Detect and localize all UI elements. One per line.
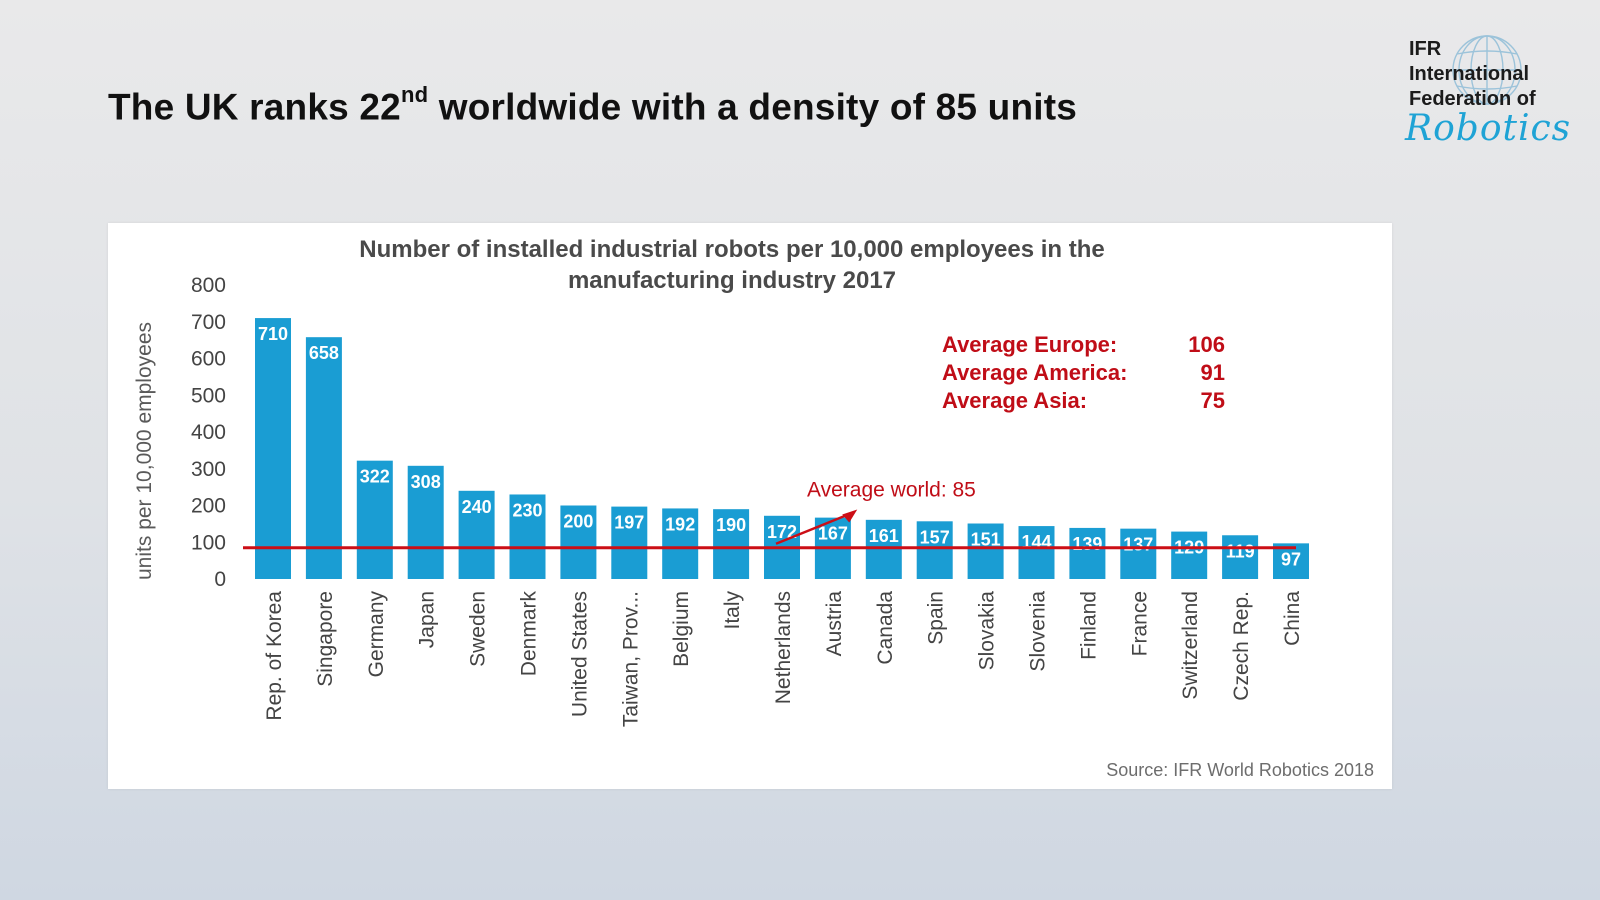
x-tick-label: Germany: [365, 591, 388, 678]
bar: [611, 506, 648, 579]
bar: [560, 505, 597, 579]
x-tick-label: Austria: [823, 591, 846, 657]
bar: [1273, 543, 1309, 579]
logo-line-international: International: [1409, 63, 1530, 85]
bar-value-label: 322: [360, 467, 390, 487]
bar: [1171, 531, 1208, 579]
bar: [713, 509, 750, 579]
chart-title-line-1: Number of installed industrial robots pe…: [359, 236, 1105, 263]
bar-value-label: 308: [411, 472, 441, 492]
title-superscript: nd: [400, 82, 429, 107]
bar-value-label: 137: [1123, 535, 1153, 555]
bar: [305, 337, 342, 579]
y-tick-label: 500: [191, 384, 226, 407]
annotation-arrow-line: [775, 511, 854, 545]
average-value: 91: [1201, 360, 1225, 385]
x-tick-label: Italy: [721, 591, 744, 630]
bar: [1120, 528, 1157, 579]
x-tick-label: United States: [568, 591, 591, 717]
average-label: Average Asia:: [942, 388, 1087, 413]
x-tick-label: Belgium: [670, 591, 693, 667]
average-label: Average Europe:: [942, 332, 1117, 357]
x-tick-label: Spain: [925, 591, 948, 645]
x-tick-label: Rep. of Korea: [263, 591, 286, 721]
bar: [356, 460, 393, 579]
bar-value-label: 161: [869, 526, 899, 546]
y-tick-label: 400: [191, 421, 226, 444]
bar-value-label: 197: [614, 513, 644, 533]
bar: [509, 494, 546, 579]
x-tick-label: Finland: [1077, 591, 1100, 660]
average-world-label: Average world: 85: [807, 478, 976, 501]
y-tick-label: 800: [191, 274, 226, 297]
x-tick-label: France: [1128, 591, 1151, 656]
bar-value-label: 190: [716, 515, 746, 535]
average-label: Average America:: [942, 360, 1127, 385]
bar: [1222, 535, 1259, 579]
logo-line-federation: Federation of: [1409, 88, 1536, 110]
ifr-logo: IFR International Federation of Robotics: [1405, 32, 1590, 157]
x-tick-label: Switzerland: [1179, 591, 1202, 700]
x-tick-label: China: [1281, 591, 1304, 646]
y-axis-label: units per 10,000 employees: [133, 322, 156, 580]
bar-value-label: 139: [1072, 534, 1102, 554]
x-tick-label: Japan: [416, 591, 439, 648]
bar: [255, 318, 291, 579]
title-rest: worldwide with a density of 85 units: [428, 86, 1078, 128]
bar-chart: Number of installed industrial robots pe…: [133, 236, 1309, 727]
bar-value-label: 240: [462, 497, 492, 517]
bar: [407, 465, 444, 579]
y-tick-label: 300: [191, 458, 226, 481]
x-tick-label: Slovakia: [976, 591, 999, 671]
bar-value-label: 710: [258, 324, 288, 344]
x-tick-label: Netherlands: [772, 591, 795, 704]
bar: [967, 523, 1004, 579]
x-tick-label: Singapore: [314, 591, 337, 687]
average-value: 75: [1201, 388, 1225, 413]
source-note: Source: IFR World Robotics 2018: [1106, 760, 1374, 780]
bar-value-label: 658: [309, 343, 339, 363]
y-tick-label: 600: [191, 348, 226, 371]
logo-line-ifr: IFR: [1409, 38, 1442, 60]
globe-icon: [1452, 35, 1522, 105]
slide-title: The UK ranks 22nd worldwide with a densi…: [108, 82, 1078, 128]
bar: [916, 521, 953, 579]
bar-value-label: 157: [920, 527, 950, 547]
bar-value-label: 230: [512, 500, 542, 520]
average-value: 106: [1188, 332, 1225, 357]
bar-value-label: 192: [665, 514, 695, 534]
bar-value-label: 151: [971, 530, 1001, 550]
bar-value-label: 119: [1226, 541, 1255, 561]
y-tick-label: 0: [214, 568, 226, 591]
y-tick-label: 700: [191, 311, 226, 334]
bar: [1069, 527, 1106, 579]
chart-panel: Number of installed industrial robots pe…: [108, 223, 1392, 789]
x-tick-label: Taiwan, Prov...: [619, 591, 642, 727]
x-tick-label: Canada: [874, 591, 897, 665]
bar-value-label: 97: [1281, 549, 1301, 569]
x-tick-label: Sweden: [467, 591, 490, 667]
bar-value-label: 172: [767, 522, 797, 542]
y-tick-label: 200: [191, 495, 226, 518]
x-tick-label: Denmark: [518, 591, 541, 677]
x-tick-label: Slovenia: [1027, 591, 1050, 672]
bar: [458, 490, 495, 579]
logo-robotics-script: Robotics: [1405, 108, 1572, 149]
bar-value-label: 200: [563, 512, 593, 532]
bar-value-label: 167: [818, 524, 848, 544]
bar: [662, 508, 699, 579]
bar: [865, 519, 902, 579]
bar: [1018, 526, 1055, 579]
title-main: The UK ranks 22: [108, 86, 401, 128]
x-tick-label: Czech Rep.: [1230, 591, 1253, 701]
chart-title-line-2: manufacturing industry 2017: [568, 267, 896, 294]
y-tick-label: 100: [191, 531, 226, 554]
annotation-arrow-head: [842, 509, 858, 523]
